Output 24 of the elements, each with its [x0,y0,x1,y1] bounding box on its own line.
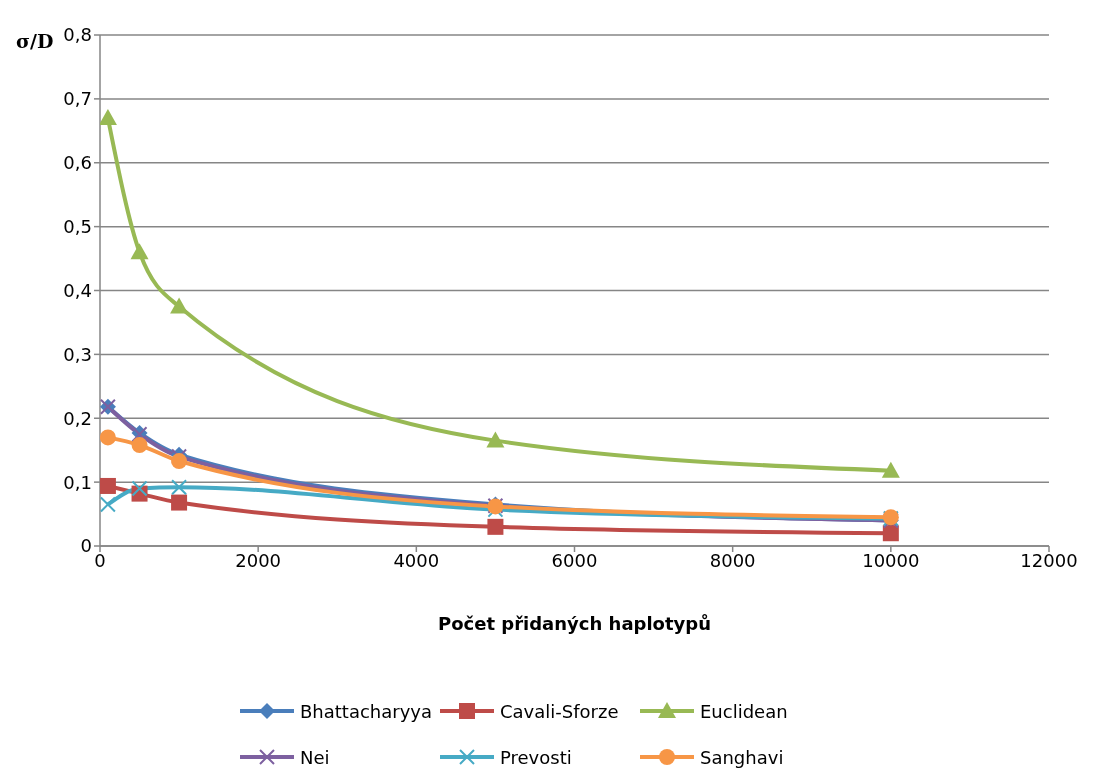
legend-label: Euclidean [700,700,788,722]
x-tick-label: 2000 [235,549,282,571]
legend-label: Bhattacharyya [300,700,433,722]
y-tick-label: 0,7 [63,88,92,110]
y-tick-label: 0,3 [63,343,92,365]
y-tick-label: 0,2 [63,407,92,429]
legend-label: Prevosti [500,746,572,768]
x-tick-label: 0 [94,549,106,571]
y-tick-label: 0,5 [63,216,92,238]
y-tick-label: 0,4 [63,279,92,301]
y-tick-label: 0,6 [63,152,92,174]
x-tick-label: 4000 [393,549,440,571]
y-tick-label: 0 [80,535,92,557]
x-axis-title: Počet přidaných haplotypů [438,613,711,634]
x-tick-label: 8000 [709,549,756,571]
x-tick-label: 12000 [1020,549,1078,571]
x-tick-label: 10000 [862,549,920,571]
y-tick-label: 0,1 [63,471,92,493]
y-tick-label: 0,8 [63,24,92,46]
legend-label: Nei [300,746,330,768]
x-tick-label: 6000 [551,549,598,571]
y-axis-title: σ/D [16,30,54,52]
legend-label: Sanghavi [700,746,784,768]
legend-label: Cavali-Sforze [500,700,619,722]
